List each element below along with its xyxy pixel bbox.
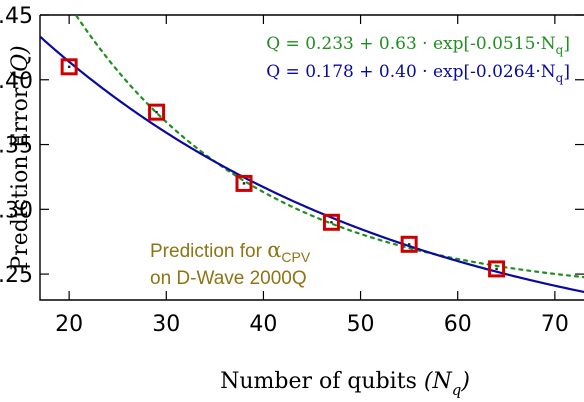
x-tick-label: 30	[152, 312, 180, 337]
x-axis-title: Number of qubits (Nq)	[220, 369, 470, 399]
x-title-close: )	[460, 369, 470, 394]
green-eq-main: Q = 0.233 + 0.63 · exp[-0.0515·N	[266, 34, 556, 54]
data-point-center	[330, 221, 333, 224]
data-point-center	[495, 267, 498, 271]
data-point	[488, 260, 506, 278]
data-point	[322, 213, 340, 231]
green-eq-sub: q	[556, 43, 564, 57]
blue-eq-main: Q = 0.178 + 0.40 · exp[-0.0264·N	[266, 62, 556, 82]
x-tick-label: 20	[55, 312, 83, 337]
fit-curve-blue	[40, 35, 584, 294]
green-fit-equation: Q = 0.233 + 0.63 · exp[-0.0515·Nq]	[266, 34, 570, 57]
data-point	[60, 58, 78, 76]
annotation-prefix: Prediction for	[150, 241, 267, 262]
data-points	[60, 58, 506, 278]
y-tick-label: 0.30	[0, 198, 33, 223]
green-eq-end: ]	[563, 34, 570, 54]
annotation-line-1: Prediction for αCPV	[150, 238, 311, 265]
y-title-var: (Q)	[8, 45, 33, 80]
data-point	[148, 103, 166, 121]
y-tick-label: 0.25	[0, 263, 33, 288]
annotation-sub: CPV	[281, 249, 310, 265]
fit-curve-green	[74, 15, 584, 279]
data-point	[235, 174, 253, 192]
blue-eq-sub: q	[556, 71, 564, 85]
data-point-center	[407, 243, 411, 246]
y-tick-label: 0.35	[0, 134, 33, 159]
plot-frame	[39, 15, 584, 301]
x-title-var: (N	[424, 369, 453, 394]
annotation-line-2: on D-Wave 2000Q	[150, 268, 307, 289]
annotation-greek: α	[267, 238, 281, 262]
data-point	[400, 235, 418, 253]
data-point-center	[155, 110, 158, 114]
y-tick-label: 0.40	[0, 69, 33, 94]
y-tick-label: 0.45	[0, 4, 33, 29]
blue-eq-end: ]	[563, 62, 570, 82]
blue-fit-equation: Q = 0.178 + 0.40 · exp[-0.0264·Nq]	[266, 62, 570, 85]
x-title-sub: q	[452, 381, 462, 399]
x-tick-label: 40	[249, 312, 277, 337]
x-tick-label: 70	[541, 312, 569, 337]
y-axis-title: Prediction Error (Q)	[8, 45, 33, 270]
x-axis-ticks: 20 30 40 50 60 70	[55, 15, 569, 337]
x-tick-label: 60	[444, 312, 472, 337]
data-point-center	[67, 65, 71, 69]
data-point-center	[242, 182, 246, 185]
y-axis-ticks: 0.25 0.30 0.35 0.40 0.45	[0, 4, 584, 288]
x-tick-label: 50	[347, 312, 375, 337]
